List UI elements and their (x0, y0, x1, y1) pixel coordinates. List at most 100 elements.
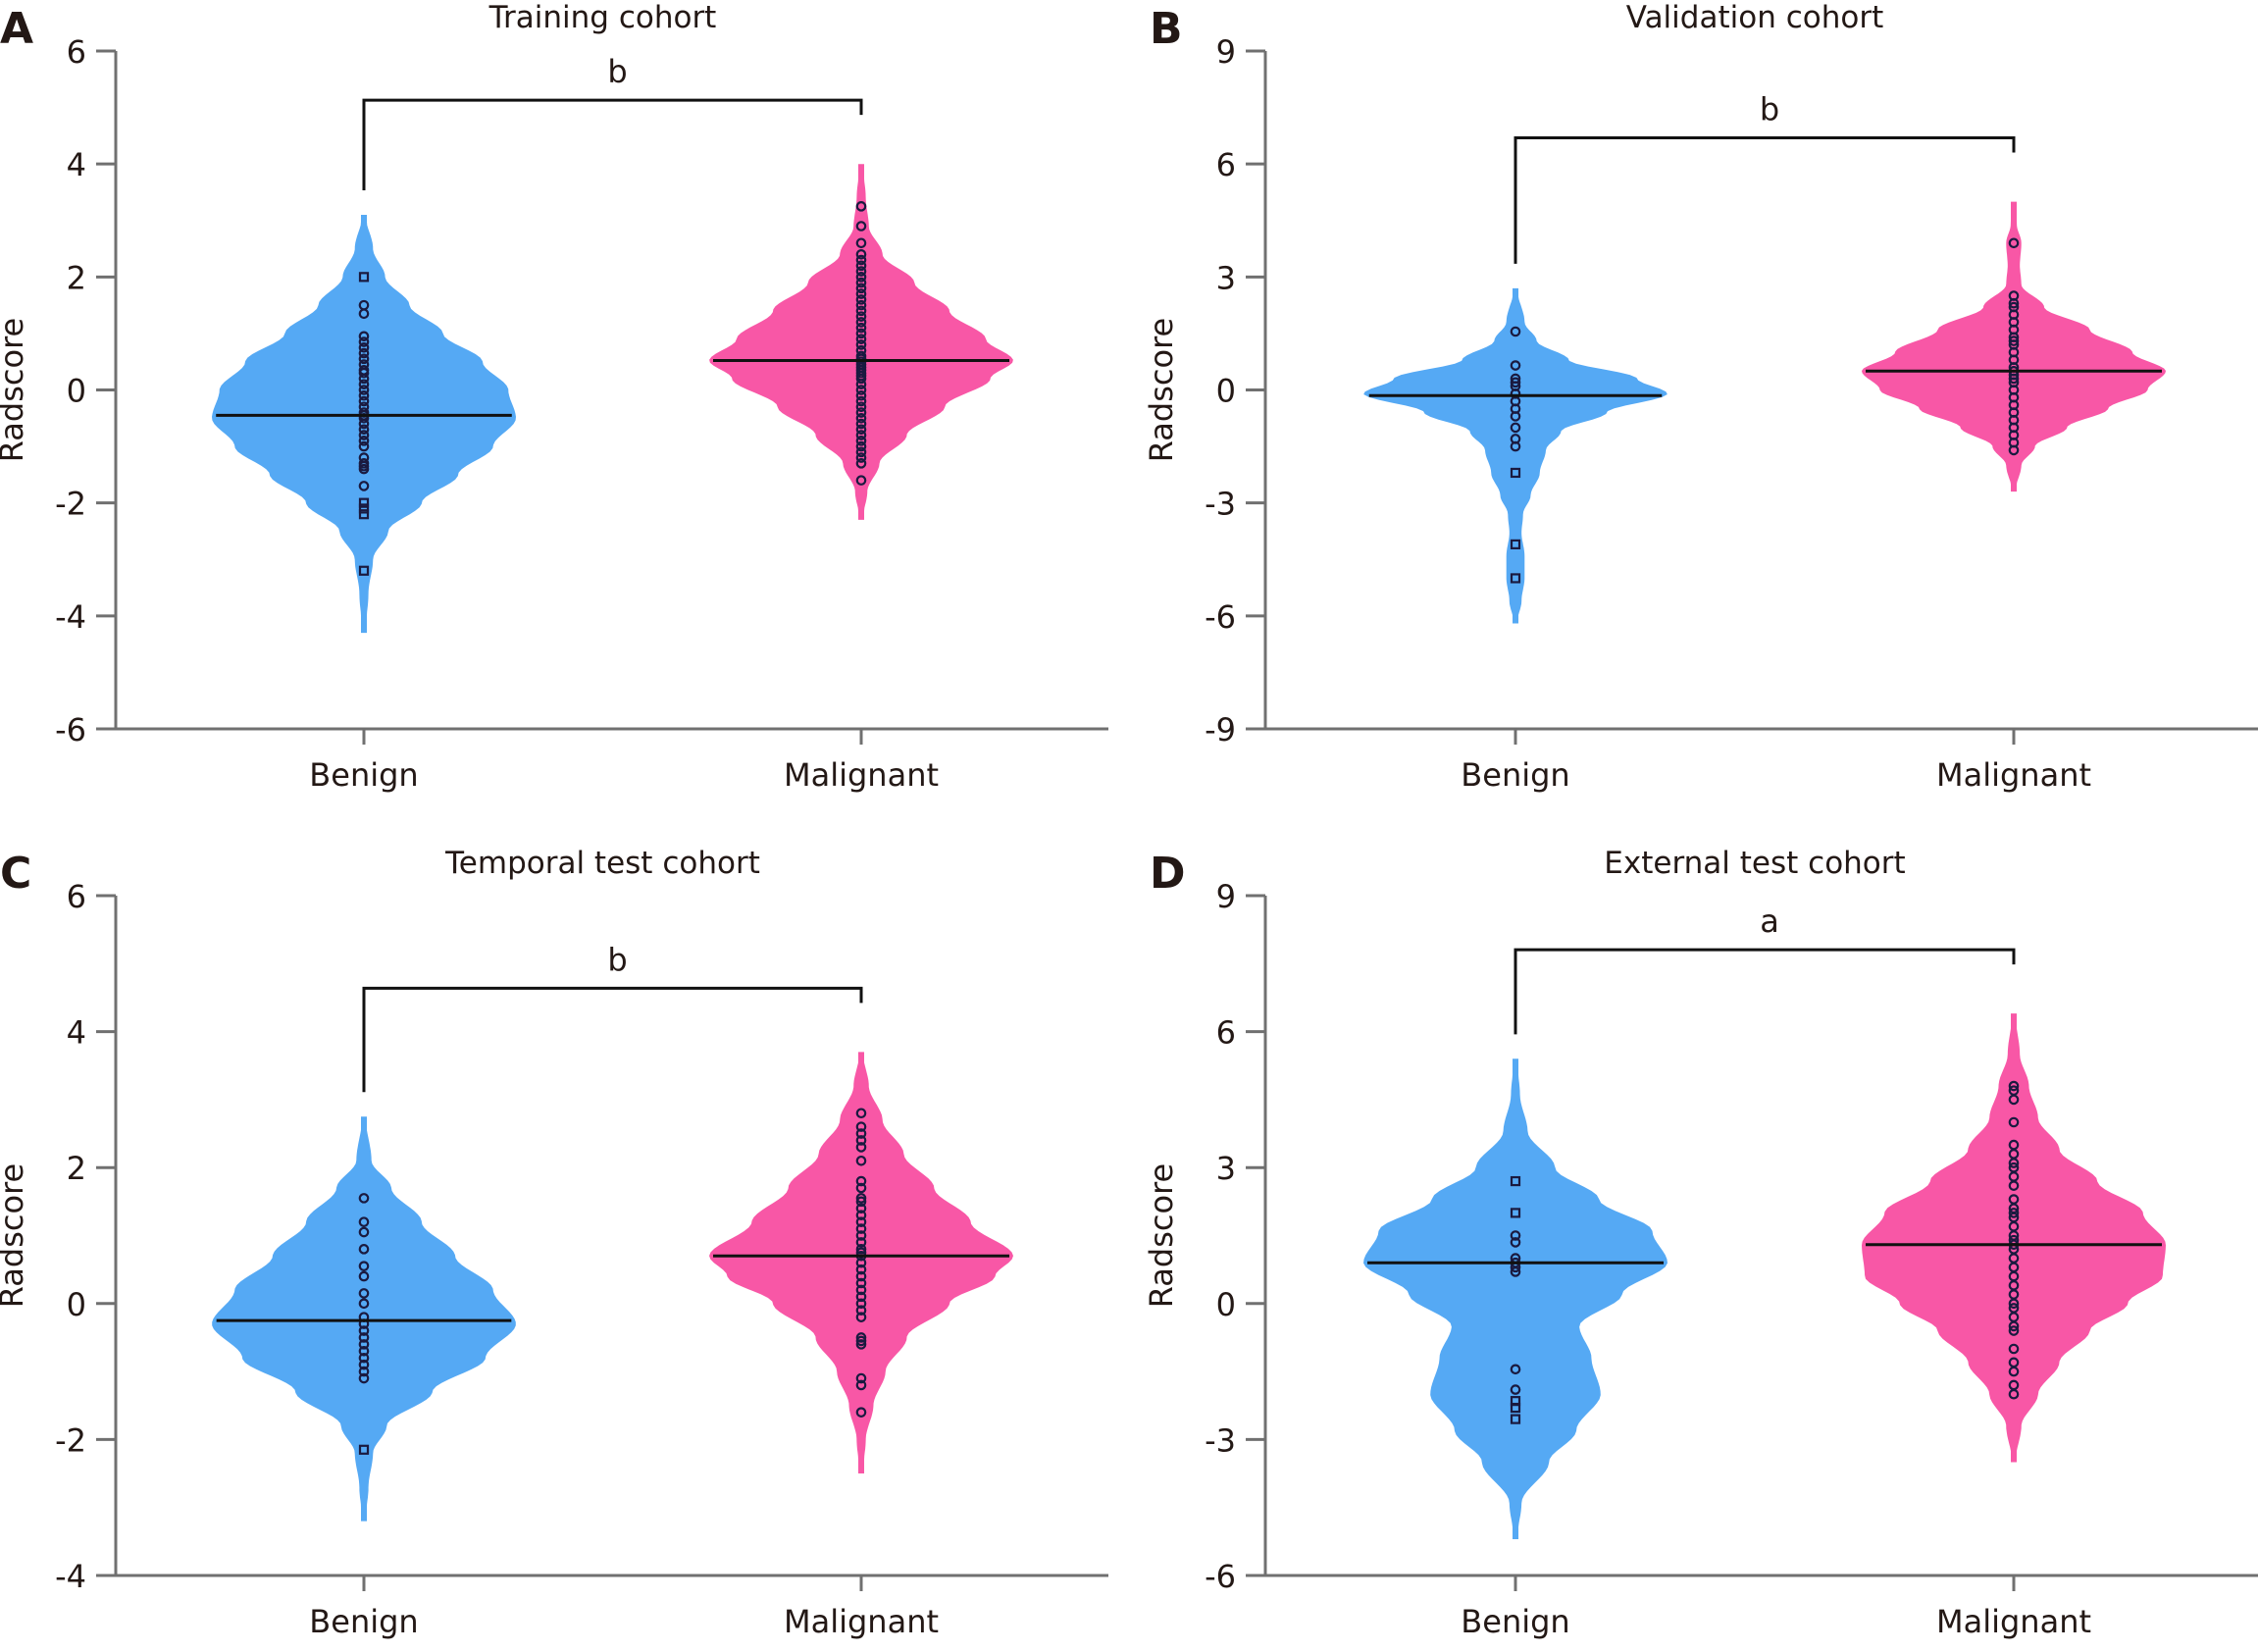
data-point (855, 1196, 867, 1208)
data-point (855, 1277, 867, 1289)
y-tick-label: -6 (1205, 598, 1236, 636)
y-tick-label: 3 (1216, 259, 1236, 296)
significance-bracket (1514, 136, 2016, 264)
data-point (855, 440, 867, 452)
data-point (855, 334, 867, 344)
data-point (855, 272, 867, 283)
data-point (1510, 411, 1521, 422)
data-point (855, 373, 867, 385)
data-point (358, 1366, 370, 1377)
data-point (358, 1244, 370, 1255)
y-tick-label: 9 (1216, 33, 1236, 71)
data-point (855, 1230, 867, 1241)
y-tick-label: 4 (67, 1014, 86, 1052)
significance-label: b (607, 53, 627, 90)
data-point (855, 248, 867, 260)
data-point (855, 385, 867, 395)
data-point (358, 272, 370, 283)
y-tick-label: 0 (67, 1286, 86, 1323)
data-point (855, 1305, 867, 1316)
data-point (855, 1298, 867, 1310)
data-point (855, 322, 867, 334)
data-point (855, 412, 867, 424)
data-point (2008, 1343, 2020, 1355)
data-point (2008, 1180, 2020, 1191)
data-point (358, 1261, 370, 1271)
data-point (855, 254, 867, 266)
data-point (855, 283, 867, 294)
data-point (1510, 326, 1521, 337)
data-point (2008, 336, 2020, 346)
data-point (855, 260, 867, 272)
data-point (1510, 539, 1521, 549)
data-point (855, 407, 867, 418)
y-tick-label: 4 (67, 146, 86, 183)
y-tick-label: -3 (1205, 486, 1236, 523)
data-point (855, 1291, 867, 1303)
y-tick-label: 6 (67, 878, 86, 915)
y-axis-label: Radscore (0, 318, 30, 462)
data-point (358, 331, 370, 342)
data-point (855, 317, 867, 328)
y-tick-label: 9 (1216, 878, 1236, 915)
data-point (855, 1155, 867, 1166)
data-point (855, 1135, 867, 1146)
data-point (358, 1346, 370, 1357)
data-point (855, 1372, 867, 1384)
data-point (855, 1270, 867, 1282)
chart-title: External test cohort (1604, 846, 1905, 881)
data-point (1510, 1384, 1521, 1395)
significance-label: a (1760, 903, 1779, 940)
data-point (358, 430, 370, 440)
data-point (855, 1210, 867, 1221)
data-point (855, 1257, 867, 1268)
data-point (855, 1335, 867, 1347)
y-tick-label: -6 (55, 711, 86, 749)
data-point (855, 452, 867, 463)
data-point (855, 1339, 867, 1350)
data-point (855, 1108, 867, 1119)
data-point (1510, 467, 1521, 479)
data-point (2008, 1208, 2020, 1218)
panel-letter: A (0, 4, 33, 54)
x-tick-label-malignant: Malignant (784, 1603, 939, 1640)
data-point (855, 1379, 867, 1391)
data-point (855, 1223, 867, 1234)
y-tick-label: 2 (67, 259, 86, 296)
data-point (358, 436, 370, 446)
y-tick-label: -6 (1205, 1558, 1236, 1595)
data-point (855, 1182, 867, 1194)
data-point (855, 294, 867, 305)
data-point (358, 481, 370, 491)
violin-benign (212, 215, 516, 634)
data-point (855, 201, 867, 212)
data-point (358, 463, 370, 475)
data-point (1510, 573, 1521, 584)
y-tick-label: 6 (1216, 1014, 1236, 1052)
data-point (855, 266, 867, 277)
data-point (855, 1264, 867, 1275)
data-point (855, 288, 867, 299)
data-point (358, 379, 370, 390)
data-point (358, 342, 370, 353)
data-point (358, 389, 370, 401)
y-tick-label: -4 (55, 1558, 86, 1595)
violin-benign (212, 1116, 516, 1522)
data-point (855, 1237, 867, 1248)
panel-a: A Training cohort Radscore 6 4 2 0 -2 -4 -6 Benign… (0, 0, 1108, 794)
data-point (358, 509, 370, 520)
y-axis-label: Radscore (0, 1163, 30, 1308)
significance-bracket (1514, 948, 2016, 1035)
data-point (358, 424, 370, 436)
data-point (1510, 1414, 1521, 1424)
significance-bracket (362, 98, 863, 190)
data-point (1510, 1237, 1521, 1248)
data-point (855, 311, 867, 322)
significance-bracket (362, 986, 863, 1093)
y-axis-label: Radscore (1143, 1163, 1180, 1308)
data-point (855, 389, 867, 401)
data-point (2008, 373, 2020, 385)
data-point (855, 1284, 867, 1296)
data-point (855, 221, 867, 232)
